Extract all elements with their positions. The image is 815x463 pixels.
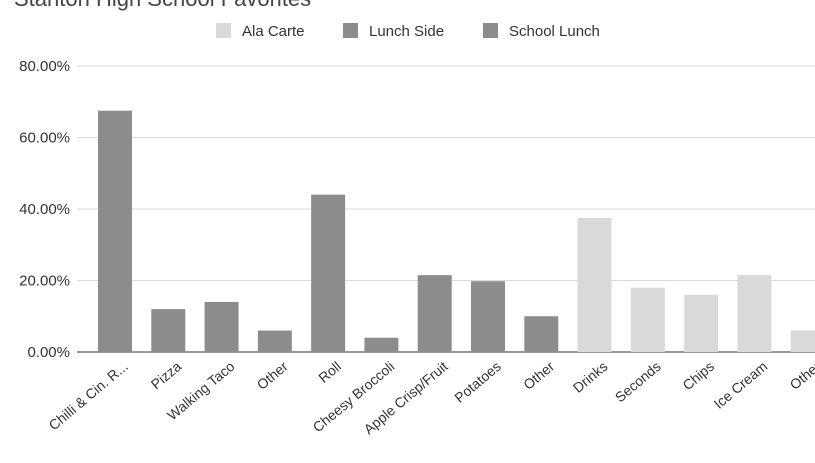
y-tick-label: 0.00% bbox=[27, 344, 70, 361]
y-tick-label: 80.00% bbox=[19, 58, 70, 75]
x-tick-label: Potatoes bbox=[451, 358, 504, 406]
legend-label: Lunch Side bbox=[369, 23, 444, 40]
bar bbox=[790, 330, 815, 352]
x-tick-label: Other bbox=[254, 358, 291, 393]
bar bbox=[630, 287, 665, 352]
x-tick-label: Chilli & Cin. R... bbox=[46, 358, 131, 433]
legend-label: Ala Carte bbox=[242, 23, 305, 40]
x-tick-label: Ice Cream bbox=[711, 358, 771, 412]
legend-swatch bbox=[343, 23, 358, 38]
bar bbox=[257, 330, 292, 352]
x-tick-label: Roll bbox=[315, 358, 344, 386]
bar bbox=[311, 194, 346, 352]
y-tick-label: 40.00% bbox=[19, 201, 70, 218]
x-tick-label: Seconds bbox=[612, 358, 664, 405]
x-tick-label: Pizza bbox=[148, 358, 185, 392]
bar bbox=[471, 281, 505, 352]
bar bbox=[98, 110, 132, 352]
y-axis-ticks: 0.00% 20.00% 40.00% 60.00% 80.00% bbox=[19, 58, 70, 361]
x-tick-label: Other bbox=[787, 358, 815, 393]
legend-swatch bbox=[483, 23, 498, 38]
legend-label: School Lunch bbox=[509, 23, 600, 40]
x-tick-label: Other bbox=[520, 358, 557, 393]
legend-swatch bbox=[216, 23, 231, 38]
bar bbox=[417, 275, 452, 352]
bar bbox=[204, 301, 239, 352]
y-tick-label: 20.00% bbox=[19, 273, 70, 290]
bar bbox=[577, 217, 612, 352]
x-tick-label: Drinks bbox=[570, 358, 611, 396]
bar bbox=[524, 316, 559, 352]
bar bbox=[151, 309, 186, 352]
y-tick-label: 60.00% bbox=[19, 130, 70, 147]
bar bbox=[684, 294, 719, 352]
bar bbox=[364, 337, 399, 352]
bars bbox=[98, 110, 815, 352]
x-tick-label: Chips bbox=[679, 358, 717, 393]
chart-title: Stanton High School Favorites bbox=[14, 0, 311, 11]
chart-legend: Ala Carte Lunch Side School Lunch bbox=[216, 23, 600, 40]
bar bbox=[737, 275, 772, 352]
